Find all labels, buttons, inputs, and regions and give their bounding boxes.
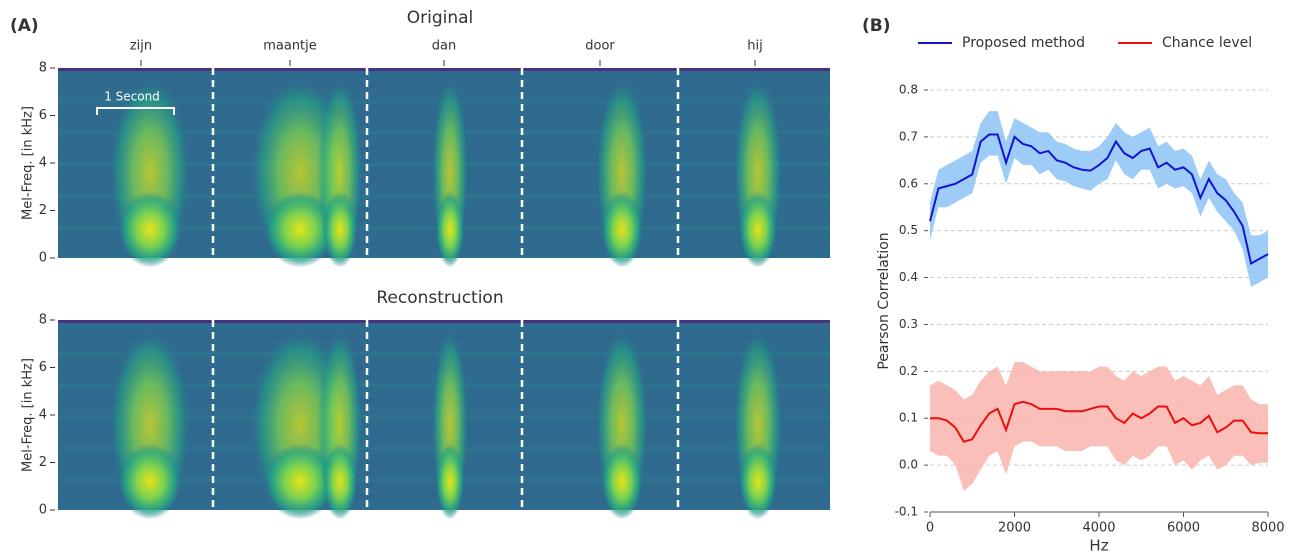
- y-tick-label: 2: [39, 203, 47, 218]
- y-tick-label: 0.2: [899, 364, 918, 378]
- spectrogram-top: [58, 320, 830, 323]
- series-line: [930, 400, 1268, 443]
- y-axis-label: Mel-Freq. [in kHz]: [21, 358, 36, 472]
- spectrogram-top: [58, 68, 830, 71]
- y-tick-label: -0.1: [895, 505, 918, 519]
- y-tick-label: 0: [39, 503, 47, 518]
- y-tick-label: 6: [39, 360, 47, 375]
- y-tick-label: 0: [39, 251, 47, 266]
- word-label: hij: [747, 39, 762, 54]
- y-tick-label: 6: [39, 108, 47, 123]
- spectrogram-energy: [435, 191, 465, 268]
- confidence-band: [930, 361, 1268, 491]
- y-tick-label: 0.1: [899, 411, 918, 425]
- spectrogram-energy: [435, 443, 465, 520]
- y-tick-label: 8: [39, 313, 47, 328]
- legend-label: Proposed method: [962, 35, 1085, 51]
- y-tick-label: 0.7: [899, 129, 918, 143]
- y-tick-label: 0.0: [899, 458, 918, 472]
- scale-bar: [96, 107, 175, 115]
- spectrogram-energy: [322, 443, 358, 520]
- word-label: dan: [432, 39, 456, 54]
- x-tick-label: 6000: [1167, 521, 1200, 536]
- spectrogram-energy: [264, 443, 336, 520]
- x-tick-label: 8000: [1251, 521, 1284, 536]
- x-tick-label: 0: [926, 521, 934, 536]
- series-line: [929, 133, 1269, 266]
- scale-annotation: 1 Second: [104, 90, 160, 104]
- word-label: zijn: [130, 39, 152, 54]
- y-tick-label: 0.8: [899, 83, 918, 97]
- y-tick-label: 4: [39, 408, 47, 423]
- word-label: maantje: [263, 39, 317, 54]
- spectrogram-energy: [601, 191, 643, 268]
- y-tick-label: 0.4: [899, 270, 918, 284]
- spectrogram-energy: [118, 443, 182, 520]
- x-tick-label: 4000: [1082, 521, 1115, 536]
- y-tick-label: 8: [39, 61, 47, 76]
- spectrogram-energy: [118, 191, 182, 268]
- spectrogram-energy: [322, 191, 358, 268]
- spectrogram-energy: [264, 191, 336, 268]
- y-tick-label: 0.5: [899, 223, 918, 237]
- panel-label: (A): [10, 16, 39, 36]
- y-tick-label: 0.6: [899, 176, 918, 190]
- panel-label: (B): [862, 16, 891, 36]
- x-tick-label: 2000: [998, 521, 1031, 536]
- y-tick-label: 2: [39, 455, 47, 470]
- word-label: door: [585, 39, 615, 54]
- y-tick-label: 0.3: [899, 317, 918, 331]
- spectrogram-energy: [601, 443, 643, 520]
- confidence-band: [930, 111, 1268, 287]
- panel-title: Reconstruction: [376, 288, 503, 308]
- y-tick-label: 4: [39, 156, 47, 171]
- x-axis-label: Hz: [1089, 537, 1108, 555]
- y-axis-label: Pearson Correlation: [876, 232, 892, 369]
- panel-title: Original: [407, 8, 474, 28]
- y-axis-label: Mel-Freq. [in kHz]: [21, 106, 36, 220]
- spectrogram-energy: [738, 191, 778, 268]
- legend-label: Chance level: [1162, 35, 1252, 51]
- spectrogram-energy: [738, 443, 778, 520]
